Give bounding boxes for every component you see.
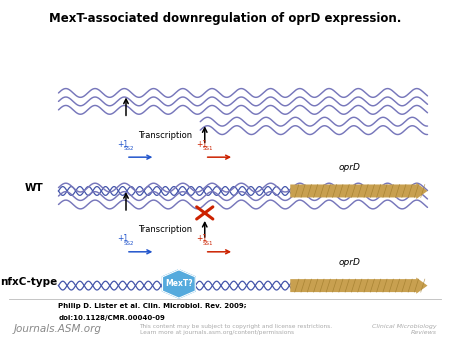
Text: oprD: oprD — [339, 163, 361, 172]
Text: WT: WT — [25, 183, 44, 193]
Text: +1: +1 — [196, 234, 207, 243]
Text: Journals.ASM.org: Journals.ASM.org — [14, 324, 102, 334]
Text: SS2: SS2 — [124, 241, 134, 246]
Text: Clinical Microbiology
Reviews: Clinical Microbiology Reviews — [372, 324, 436, 335]
Polygon shape — [162, 270, 195, 298]
Text: +1: +1 — [196, 140, 207, 149]
Text: MexT-associated downregulation of oprD expression.: MexT-associated downregulation of oprD e… — [49, 12, 401, 25]
Polygon shape — [290, 183, 428, 199]
Text: Transcription: Transcription — [138, 225, 193, 234]
Text: SS1: SS1 — [202, 146, 213, 151]
Text: +1: +1 — [117, 234, 128, 243]
Text: nfxC-type: nfxC-type — [0, 277, 57, 287]
Text: Philip D. Lister et al. Clin. Microbiol. Rev. 2009;: Philip D. Lister et al. Clin. Microbiol.… — [58, 303, 247, 309]
Text: +1: +1 — [117, 140, 128, 149]
Text: This content may be subject to copyright and license restrictions.
Learn more at: This content may be subject to copyright… — [140, 324, 333, 335]
Text: SS2: SS2 — [124, 146, 134, 151]
Text: SS1: SS1 — [202, 241, 213, 246]
Text: oprD: oprD — [339, 258, 361, 267]
Text: doi:10.1128/CMR.00040-09: doi:10.1128/CMR.00040-09 — [58, 315, 166, 321]
Text: MexT?: MexT? — [165, 280, 193, 288]
Text: Transcription: Transcription — [138, 131, 193, 140]
Polygon shape — [290, 277, 428, 294]
